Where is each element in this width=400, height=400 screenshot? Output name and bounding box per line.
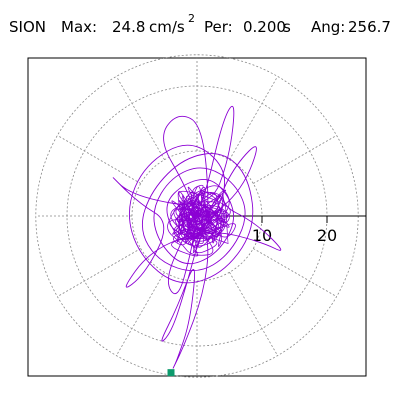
grid-spoke: [57, 135, 141, 184]
chart-header: SION Max: 24.8 cm/s 2 Per: 0.200 s Ang: …: [9, 12, 399, 42]
trace-series: [112, 105, 282, 369]
end-marker: [167, 369, 175, 377]
period-value: 0.200: [243, 18, 286, 36]
period-label: Per:: [204, 18, 233, 36]
grid-spoke: [229, 76, 278, 160]
max-label: Max:: [61, 18, 98, 36]
period-unit: s: [283, 18, 291, 36]
radial-tick-label: 20: [317, 226, 337, 245]
grid-spoke: [253, 135, 337, 184]
grid-spoke: [116, 272, 165, 356]
grid-spoke: [57, 248, 141, 297]
end-marker-group: [167, 369, 175, 377]
grid-spoke: [229, 272, 278, 356]
station-name: SION: [9, 18, 46, 36]
grid-spoke: [253, 248, 337, 297]
angle-label: Ang:: [311, 18, 346, 36]
grid-spoke: [116, 76, 165, 160]
max-unit: cm/s: [149, 18, 185, 36]
trace-dense-core: [167, 184, 236, 257]
max-unit-exponent: 2: [188, 12, 195, 25]
max-value: 24.8: [112, 18, 146, 36]
radial-tick-label: 10: [252, 226, 272, 245]
motion-trace: [112, 105, 282, 369]
angle-value: 256.7: [348, 18, 391, 36]
